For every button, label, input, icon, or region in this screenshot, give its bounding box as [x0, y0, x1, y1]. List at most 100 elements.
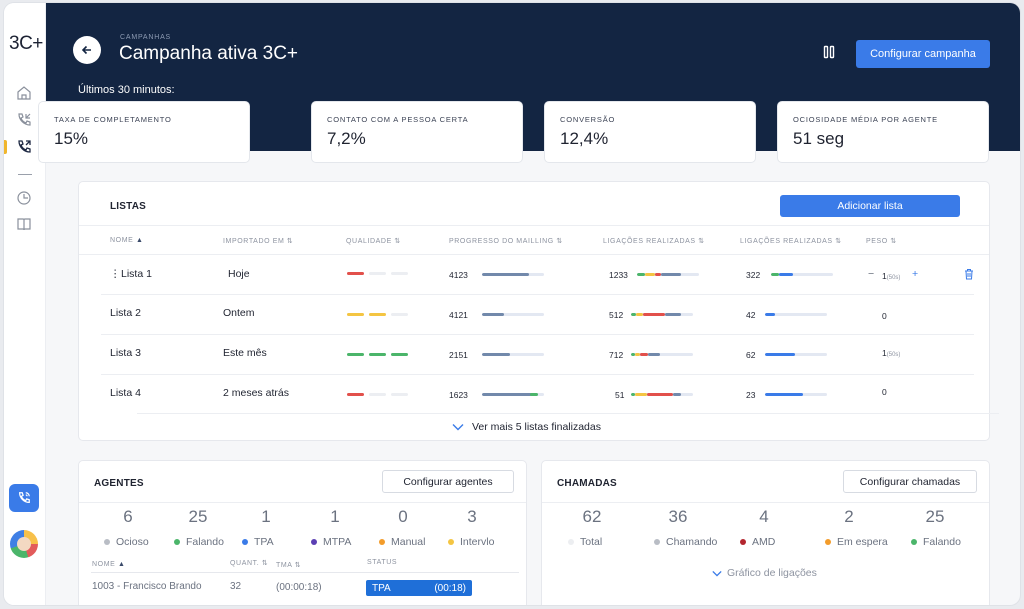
progress-bar: [482, 313, 544, 316]
list-name: Lista 4: [110, 387, 141, 399]
stat-value: 6: [123, 507, 133, 526]
stat-label: Falando: [911, 536, 961, 548]
calls-chart-toggle[interactable]: Gráfico de ligações: [712, 567, 817, 579]
stat-label: Chamando: [654, 536, 717, 548]
calls-a-bar: [631, 393, 693, 396]
clock-chart-icon[interactable]: [16, 190, 32, 206]
softphone-button[interactable]: [9, 484, 39, 512]
kpi-card-idle: OCIOSIDADE MÉDIA POR AGENTE 51 seg: [777, 101, 989, 163]
period-label: Últimos 30 minutos:: [78, 84, 175, 96]
progress-count: 4123: [449, 270, 468, 280]
kpi-card-right-contact: CONTATO COM A PESSOA CERTA 7,2%: [311, 101, 523, 163]
book-icon[interactable]: [16, 216, 32, 232]
chevron-down-icon: [452, 424, 464, 431]
arrow-left-icon: [81, 45, 91, 55]
calls-a-count: 51: [615, 390, 625, 400]
status-dot-icon: [825, 539, 831, 545]
avatar[interactable]: [10, 530, 38, 558]
configure-agents-button[interactable]: Configurar agentes: [382, 470, 514, 493]
calls-b-count: 42: [746, 310, 756, 320]
stat-value: 25: [188, 507, 208, 526]
quality-seg: [369, 272, 386, 275]
col-imported[interactable]: IMPORTADO EM ⇅: [223, 238, 294, 245]
calls-a-bar: [637, 273, 699, 276]
agent-name: 1003 - Francisco Brando: [92, 581, 202, 592]
configure-campaign-button[interactable]: Configurar campanha: [856, 40, 990, 68]
calls-b-count: 23: [746, 390, 756, 400]
stat-label-text: Falando: [923, 536, 961, 548]
col-progress[interactable]: PROGRESSO DO MAILLING ⇅: [449, 238, 563, 245]
col-name[interactable]: NOME ▲: [110, 237, 144, 244]
col-weight[interactable]: PESO ⇅: [866, 238, 897, 245]
agent-quant: 32: [230, 581, 242, 592]
stat-label-text: Intervlo: [460, 536, 495, 548]
kpi-label: CONTATO COM A PESSOA CERTA: [327, 115, 469, 124]
status-dot-icon: [911, 539, 917, 545]
col-calls-a[interactable]: LIGAÇÕES REALIZADAS ⇅: [603, 238, 705, 245]
breadcrumb[interactable]: CAMPANHAS: [120, 34, 172, 41]
divider: [542, 502, 989, 503]
phone-incoming-icon[interactable]: [16, 112, 32, 128]
weight-value: 1(50s): [882, 348, 901, 358]
phone-outgoing-icon[interactable]: [16, 139, 32, 155]
quality-seg: [347, 272, 364, 275]
calls-b-count: 322: [746, 270, 761, 280]
divider: [101, 294, 974, 295]
weight-increase-button[interactable]: +: [912, 268, 919, 280]
back-button[interactable]: [73, 36, 101, 64]
stat-label: Intervlo: [448, 536, 494, 548]
col-quality[interactable]: QUALIDADE ⇅: [346, 238, 401, 245]
col-agent-name[interactable]: NOME ▲: [92, 561, 126, 568]
calls-b-bar: [771, 273, 833, 276]
progress-bar: [482, 393, 544, 396]
kpi-label: OCIOSIDADE MÉDIA POR AGENTE: [793, 115, 938, 124]
col-agent-quant[interactable]: QUANT. ⇅: [230, 560, 269, 567]
stat-label: Manual: [379, 536, 425, 548]
stat-value: 1: [330, 507, 340, 526]
row-menu-icon[interactable]: ⋮: [110, 268, 121, 280]
see-more-lists-link[interactable]: Ver mais 5 listas finalizadas: [452, 421, 601, 433]
divider: [101, 374, 974, 375]
col-agent-status: STATUS: [367, 559, 398, 566]
col-agent-tma[interactable]: TMA ⇅: [276, 562, 302, 569]
status-label: TPA: [372, 582, 391, 594]
lists-card: LISTAS Adicionar lista NOME ▲ IMPORTADO …: [78, 181, 999, 441]
divider: [91, 572, 519, 573]
calls-a-bar: [631, 313, 693, 316]
quality-seg: [391, 353, 408, 356]
list-imported: 2 meses atrás: [223, 387, 289, 399]
phone-icon: [19, 492, 30, 503]
calls-card: CHAMADAS Configurar chamadas 62 Total 36 Ch…: [541, 460, 990, 605]
status-dot-icon: [379, 539, 385, 545]
see-more-label: Ver mais 5 listas finalizadas: [472, 421, 601, 433]
quality-seg: [369, 313, 386, 316]
kpi-value: 15%: [54, 129, 89, 148]
progress-bar: [482, 273, 544, 276]
kpi-label: CONVERSÃO: [560, 115, 616, 124]
stat-label-text: Em espera: [837, 536, 888, 548]
logo: 3C+: [9, 33, 43, 54]
trash-icon[interactable]: [964, 268, 974, 280]
home-icon[interactable]: [16, 85, 32, 101]
stat-label-text: TPA: [254, 536, 274, 548]
calls-a-count: 1233: [609, 270, 628, 280]
quality-seg: [347, 393, 364, 396]
status-time: (00:18): [434, 582, 466, 594]
divider: [79, 502, 526, 503]
add-list-button[interactable]: Adicionar lista: [780, 195, 960, 217]
pause-icon[interactable]: [823, 45, 835, 59]
divider: [79, 254, 989, 255]
calls-a-count: 712: [609, 350, 624, 360]
stat-value: 0: [398, 507, 408, 526]
weight-decrease-button[interactable]: −: [868, 268, 875, 280]
kpi-value: 7,2%: [327, 129, 366, 148]
stat-label-text: Manual: [391, 536, 426, 548]
configure-calls-button[interactable]: Configurar chamadas: [843, 470, 977, 493]
list-name: Lista 3: [110, 347, 141, 359]
sidebar-divider: [18, 174, 32, 175]
divider: [137, 413, 999, 414]
col-calls-b[interactable]: LIGAÇÕES REALIZADAS ⇅: [740, 238, 842, 245]
kpi-value: 51 seg: [793, 129, 845, 148]
calls-b-bar: [765, 393, 827, 396]
quality-seg: [369, 353, 386, 356]
